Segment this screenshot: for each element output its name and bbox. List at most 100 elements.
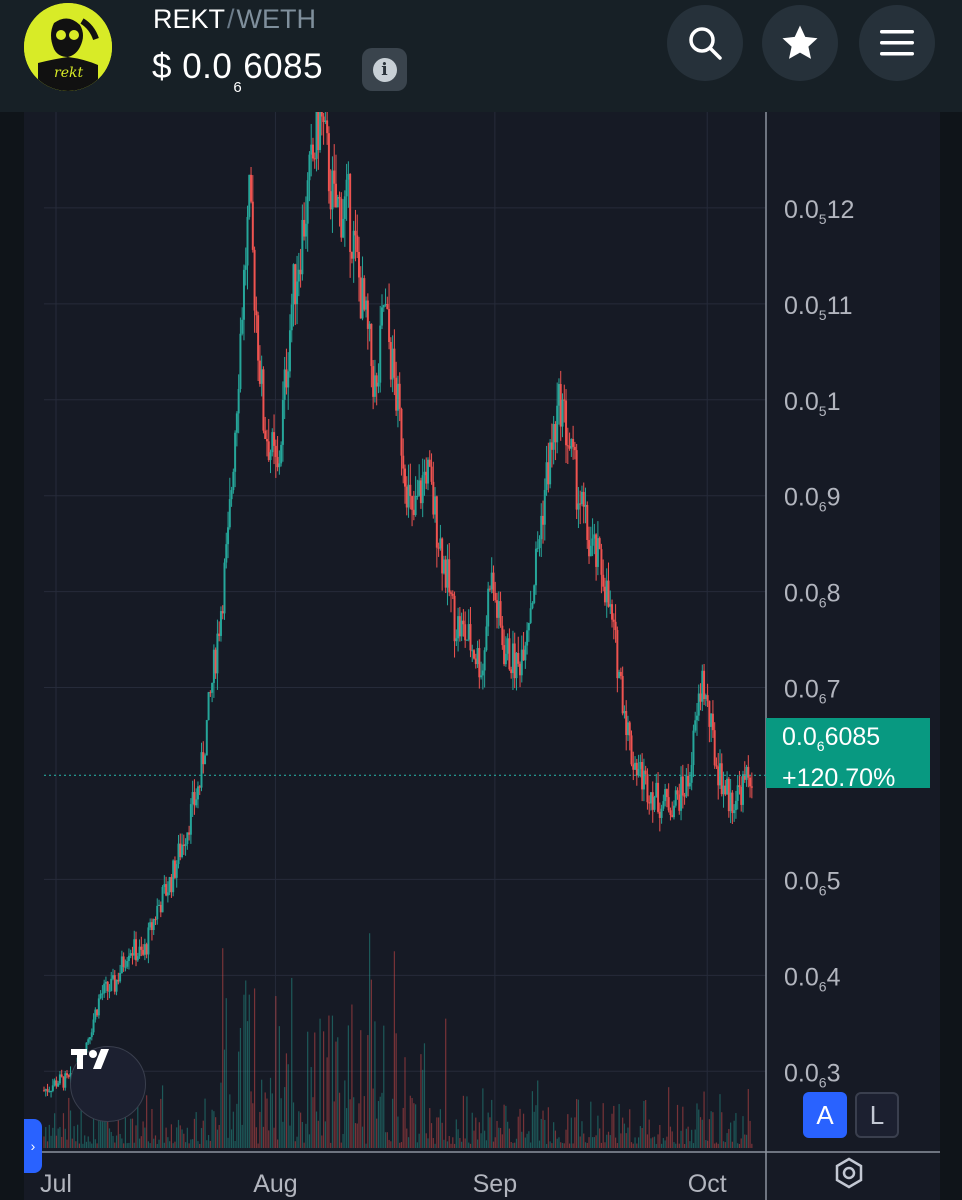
volume-bar [167,1137,169,1148]
search-button[interactable] [667,5,743,81]
volume-bar [147,1141,150,1148]
volume-bar [158,1139,160,1148]
candle-body [202,752,205,765]
candle-body [510,669,513,674]
candle-body [448,559,451,593]
candle-body [207,692,210,721]
auto-scale-button[interactable]: A [803,1092,847,1138]
candle-body [303,219,306,237]
candle-body [177,843,180,865]
candle-body [96,1009,99,1016]
volume-bar [484,1130,486,1148]
volume-bar [73,1126,75,1148]
volume-bar [319,1018,321,1148]
volume-bar [100,1102,102,1148]
volume-bar [707,1140,709,1148]
volume-bar [367,1035,369,1148]
volume-bar [466,1096,468,1148]
token-logo[interactable]: rekt [24,3,112,91]
volume-bar [289,1125,291,1148]
candle-body [462,620,465,625]
settings-hexagon-icon [835,1157,863,1189]
candle-body [729,792,732,812]
log-scale-button[interactable]: L [855,1092,899,1138]
volume-bar [135,1125,137,1148]
candle-body [271,432,274,453]
candle-body [246,216,249,266]
candle-body [524,645,527,661]
volume-bar [393,951,395,1148]
candle-body [745,766,748,780]
volume-bar [692,1143,695,1148]
candle-body [393,348,396,378]
volume-bar [510,1142,512,1148]
volume-bar [91,1143,93,1148]
volume-bar [639,1126,641,1148]
volume-bar [241,1124,243,1148]
candle-body [418,480,421,496]
volume-bar [209,1140,211,1148]
volume-bar [243,994,245,1148]
candle-body [212,649,215,683]
candle-body [101,993,104,995]
volume-bar [487,1112,489,1148]
candle-body [115,979,118,992]
y-tick-label: 0.0511 [784,292,853,323]
candle-body [244,265,247,270]
candle-body [384,304,387,306]
candle-body [681,776,684,796]
info-button[interactable]: i [362,48,407,91]
candle-body [166,892,169,896]
volume-bar [195,1112,197,1148]
candle-body [586,504,589,541]
candle-body [181,844,184,858]
candle-body [292,264,295,305]
candle-body [405,486,408,508]
chart-canvas[interactable]: 0.0512 0.0511 0.051 0.069 0.068 0.067 0.065 0.0… [24,112,940,1200]
candle-body [635,762,638,776]
volume-bar [432,1137,434,1148]
volume-bar [719,1094,721,1148]
volume-bar [409,1095,411,1148]
candle-body [690,764,693,783]
candle-body [333,170,336,184]
candle-body [550,442,553,450]
volume-bar [271,1093,273,1148]
volume-bar [338,1092,341,1148]
price-chart[interactable]: 0.0512 0.0511 0.051 0.069 0.068 0.067 0.065 0.0… [24,112,940,1200]
tradingview-logo[interactable] [70,1046,146,1122]
volume-bar [160,1098,162,1148]
volume-bar [170,1124,173,1148]
side-panel-toggle[interactable]: › [24,1119,42,1173]
candle-body [437,547,440,549]
volume-bar [213,1111,215,1148]
volume-bar [747,1089,749,1148]
candle-body [87,1039,90,1043]
volume-bar [540,1118,542,1148]
volume-bar [268,1130,270,1148]
candle-body [453,595,456,642]
volume-bar [92,1097,95,1148]
volume-bar [124,1109,127,1148]
candle-body [136,956,139,961]
candle-body [609,604,612,607]
volume-bar [190,1139,192,1148]
candle-body [265,438,268,442]
volume-bar [299,1112,302,1148]
volume-bar [287,1064,289,1148]
chart-settings-button[interactable] [832,1156,876,1200]
candle-body [520,649,523,676]
volume-bar [475,1117,477,1148]
candle-body [352,230,355,259]
candle-body [598,538,601,550]
favorite-button[interactable] [762,5,838,81]
candle-body [517,653,520,664]
volume-bar [505,1105,507,1148]
menu-button[interactable] [859,5,935,81]
volume-bar [292,1102,295,1148]
candle-body [315,112,318,159]
volume-bar [328,1015,330,1148]
candle-body [365,300,368,310]
candle-body [738,785,741,787]
candle-body [366,300,369,329]
